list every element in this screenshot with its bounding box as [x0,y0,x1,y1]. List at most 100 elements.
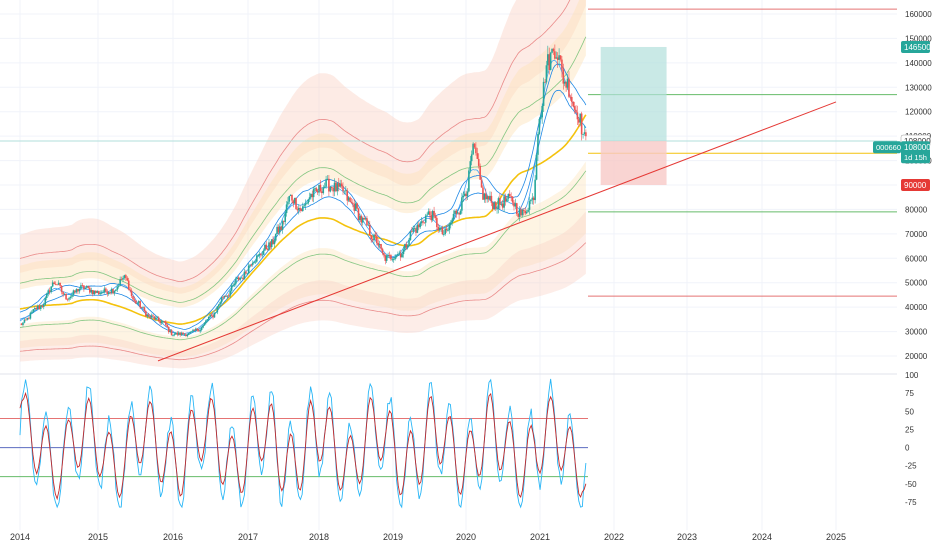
candle-body [524,210,527,214]
candle-body [563,81,566,84]
candle-body [492,202,494,210]
candle-body [333,182,336,192]
y-tick-label: 70000 [905,230,928,239]
candle-body [445,228,448,231]
candle-body [527,209,529,212]
candle-body [510,196,512,197]
candle-body [266,249,269,251]
candle-body [395,255,398,258]
trendline[interactable] [157,101,837,362]
candle-body [65,294,67,300]
candle-body [268,242,270,251]
candle-body [534,179,536,201]
candle-body [217,304,220,307]
y-tick-label: 150000 [905,34,932,43]
candle-body [123,275,126,278]
candle-body [126,278,129,281]
candle-body [423,222,426,224]
candle-body [96,291,99,293]
candle-body [443,234,445,235]
horizontal-levels[interactable] [0,8,897,297]
candle-body [87,286,90,288]
candle-body [31,311,33,313]
candle-body [397,253,399,256]
candle-body [349,197,351,202]
candle-body [518,209,521,217]
candle-body [253,261,255,263]
candle-body [69,296,72,299]
candle-body [254,261,257,263]
candle-body [343,190,346,192]
oscillator-d-line [19,391,587,501]
current-price-badge [901,141,930,164]
candle-body [35,308,38,310]
y-tick-label: 140000 [905,59,932,68]
candle-body [169,330,171,333]
candle-body [59,282,61,286]
candle-body [559,55,562,60]
candle-body [223,296,226,298]
candle-body [187,333,190,335]
candle-body [360,216,363,223]
candle-body [165,321,167,326]
candle-body [193,329,196,331]
candle-body [176,332,179,335]
ascending-trendline[interactable] [157,101,837,362]
long-position-box[interactable] [600,46,667,185]
bar-countdown-text: 1d 15h [904,153,927,162]
candle-body [205,320,207,323]
candle-body [335,182,337,192]
upper-mid-band-line [19,36,587,303]
candle-body [94,290,97,293]
candle-body [544,81,546,83]
candle-body [449,223,452,225]
candle-body [433,210,435,216]
candle-body [424,215,427,223]
candle-body [547,54,549,66]
y-tick-label: 80000 [905,205,928,214]
candle-body [240,277,243,279]
candle-body [183,334,186,336]
oscillator-tick-label: -50 [905,480,917,489]
candle-body [281,221,284,231]
candle-body [370,235,372,240]
candle-body [332,187,334,192]
x-tick-label: 2021 [530,532,550,542]
candle-body [77,288,79,292]
candle-body [469,161,472,171]
candle-body [279,226,281,233]
candle-body [172,335,174,336]
candle-body [575,109,577,113]
candle-body [364,218,367,220]
candle-body [22,322,24,325]
candle-body [190,331,193,333]
candle-body [93,290,96,295]
candle-body [346,190,349,201]
candle-body [116,286,119,290]
candle-body [229,290,231,296]
candle-body [232,284,234,286]
candle-body [51,282,54,287]
candle-body [296,209,299,211]
candle-body [110,288,113,293]
candle-body [186,334,189,337]
profit-zone[interactable] [600,46,667,142]
candle-body [431,210,434,221]
candle-body [276,226,278,234]
candle-body [274,233,277,241]
candle-body [454,210,456,214]
loss-zone[interactable] [600,141,667,185]
candle-body [316,191,319,193]
candle-body [368,224,371,236]
y-tick-label: 120000 [905,108,932,117]
candle-body [100,292,103,294]
candle-body [236,277,239,280]
candle-body [306,203,308,205]
lower-band-fill [20,211,586,369]
candle-body [196,328,199,331]
candle-body [310,193,312,198]
candle-body [420,221,423,224]
candle-body [288,195,291,202]
